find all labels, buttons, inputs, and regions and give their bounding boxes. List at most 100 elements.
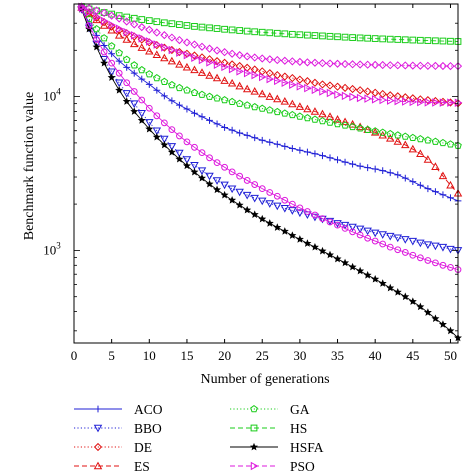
data-point-hsfa <box>250 210 259 218</box>
data-point-series-9 <box>258 185 266 193</box>
data-point-aco <box>416 181 424 189</box>
data-point-hs <box>191 23 198 30</box>
data-point-sga <box>318 59 327 68</box>
data-point-aco <box>123 63 131 71</box>
legend-label-aco: ACO <box>134 402 163 417</box>
data-point-series-9 <box>176 132 183 140</box>
data-point-sga <box>100 8 109 18</box>
data-point-sga <box>356 60 365 69</box>
data-point-hsfa <box>378 279 387 287</box>
data-point-sga <box>431 61 440 71</box>
data-point-hsfa <box>303 239 312 247</box>
x-tick-label: 45 <box>406 348 419 363</box>
data-point-hsfa <box>130 107 139 115</box>
data-point-series-9 <box>364 234 372 242</box>
data-point-series-9 <box>326 218 334 226</box>
data-point-series-9 <box>183 138 191 146</box>
data-point-pso <box>100 16 109 26</box>
data-point-bbo <box>227 185 237 194</box>
data-point-ga <box>303 113 312 122</box>
data-point-sga <box>258 54 267 63</box>
data-point-ga <box>265 106 274 114</box>
series-line-ga <box>81 7 459 147</box>
data-point-es <box>340 117 350 126</box>
data-point-pso <box>326 88 335 98</box>
legend-item-aco: ACO <box>74 402 163 417</box>
legend-marker-es <box>93 461 103 470</box>
data-point-sga <box>333 59 342 68</box>
data-point-bbo <box>431 242 440 251</box>
data-point-series-9 <box>228 168 236 176</box>
data-point-es <box>114 30 124 39</box>
data-point-pso <box>424 98 433 107</box>
data-point-bbo <box>160 135 169 144</box>
data-point-ga <box>160 77 169 85</box>
data-point-aco <box>176 101 183 109</box>
data-point-series-9 <box>273 192 281 200</box>
legend-label-pso: PSO <box>290 459 315 474</box>
data-point-series-9 <box>394 246 402 254</box>
data-point-hsfa <box>243 205 252 214</box>
legend-marker-pso <box>250 461 259 471</box>
data-point-bbo <box>385 232 395 241</box>
data-point-aco <box>100 42 108 49</box>
data-point-sga <box>250 53 259 62</box>
data-point-ga <box>115 49 123 57</box>
data-point-ga <box>85 14 93 23</box>
data-point-hsfa <box>198 173 206 182</box>
data-point-aco <box>108 50 116 58</box>
data-point-es <box>122 35 131 43</box>
data-point-pso <box>176 48 184 57</box>
data-point-hs <box>153 18 161 26</box>
data-point-es <box>160 53 169 62</box>
data-point-hs <box>379 35 387 43</box>
data-point-series-9 <box>304 208 311 215</box>
data-point-bbo <box>288 207 297 215</box>
data-point-hsfa <box>258 214 267 223</box>
data-point-hsfa <box>423 308 432 316</box>
data-point-sga <box>378 60 387 70</box>
y-tick-label: 103 <box>43 240 61 257</box>
data-point-ga <box>424 136 432 144</box>
data-point-series-9 <box>115 69 123 77</box>
data-point-aco <box>296 146 304 154</box>
data-point-aco <box>401 174 409 182</box>
data-point-hs <box>386 35 394 43</box>
x-tick-label: 15 <box>180 348 193 363</box>
data-point-bbo <box>190 161 199 170</box>
plot-frame <box>73 3 459 344</box>
data-point-hs <box>356 34 364 42</box>
data-point-sga <box>220 48 229 57</box>
data-point-ga <box>175 83 184 92</box>
data-point-series-9 <box>401 249 409 256</box>
data-point-es <box>370 127 380 136</box>
data-point-bbo <box>348 223 357 232</box>
data-point-aco <box>236 129 244 137</box>
data-point-sga <box>386 61 395 70</box>
data-point-hsfa <box>371 274 380 283</box>
data-point-hsfa <box>341 258 350 267</box>
data-point-aco <box>326 154 334 162</box>
data-point-es <box>431 162 440 170</box>
data-point-sga <box>137 23 146 32</box>
data-point-aco <box>160 92 168 100</box>
data-point-hsfa <box>288 231 297 239</box>
data-point-sga <box>348 60 357 69</box>
data-point-hsfa <box>213 185 222 194</box>
legend-item-es: ES <box>74 459 150 474</box>
data-point-de <box>401 93 410 102</box>
data-point-aco <box>424 185 432 193</box>
data-point-pso <box>243 68 252 78</box>
series-line-pso <box>81 6 459 104</box>
data-point-ga <box>145 70 154 78</box>
data-point-pso <box>319 87 327 96</box>
series-line-hsfa <box>81 9 459 339</box>
data-point-hs <box>424 37 432 44</box>
data-point-hsfa <box>356 266 365 275</box>
data-point-sga <box>325 59 335 68</box>
data-point-sga <box>265 55 274 64</box>
data-point-ga <box>431 137 440 145</box>
data-point-sga <box>303 58 312 67</box>
data-point-sga <box>438 61 448 71</box>
data-point-bbo <box>205 172 214 181</box>
